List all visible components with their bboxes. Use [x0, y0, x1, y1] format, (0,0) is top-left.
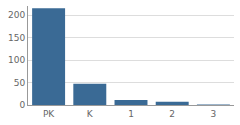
svg-text:3: 3 — [211, 109, 217, 119]
svg-text:100: 100 — [8, 55, 25, 65]
svg-text:0: 0 — [19, 100, 25, 110]
svg-text:50: 50 — [14, 78, 26, 88]
svg-text:150: 150 — [8, 33, 25, 43]
svg-text:K: K — [87, 109, 94, 119]
svg-text:200: 200 — [8, 10, 25, 20]
svg-text:2: 2 — [169, 109, 175, 119]
svg-text:1: 1 — [128, 109, 134, 119]
svg-text:PK: PK — [43, 109, 55, 119]
